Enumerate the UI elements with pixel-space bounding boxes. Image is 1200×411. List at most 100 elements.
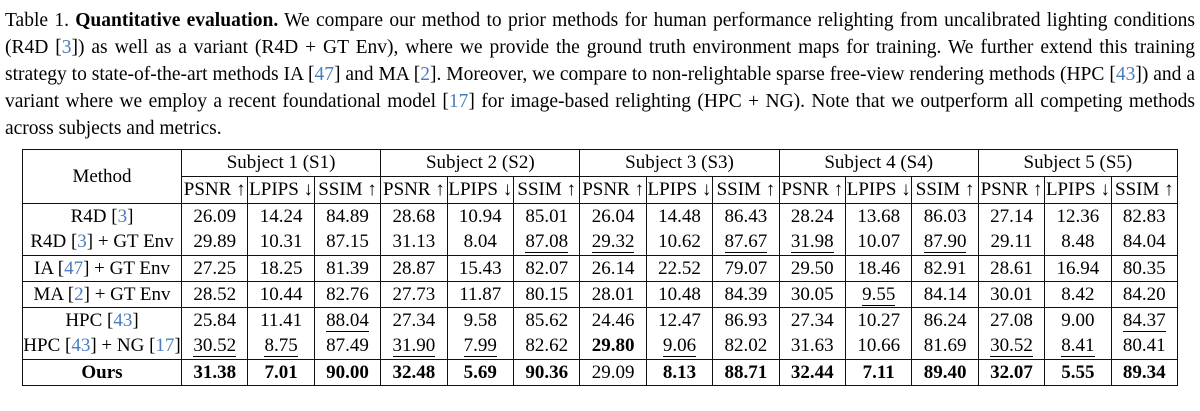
- method-label: ]: [127, 205, 134, 227]
- value-cell: 32.44: [778, 359, 847, 386]
- table-row: R4D [3] 26.09 14.24 84.89 28.68 10.94 85.01 26.…: [22, 203, 1179, 230]
- metric-value: 9.55: [862, 283, 896, 306]
- citation-link[interactable]: 17: [448, 91, 469, 112]
- metric-value: 81.69: [923, 335, 967, 357]
- method-label: Ours: [81, 361, 123, 383]
- citation-link[interactable]: 17: [155, 335, 175, 357]
- value-cell: 18.25: [247, 255, 315, 282]
- value-cell: 7.11: [844, 359, 913, 386]
- metric-value: 5.55: [1061, 361, 1095, 383]
- value-cell: 31.98: [778, 229, 847, 256]
- metric-value: 84.89: [326, 205, 369, 227]
- metric-value: 89.40: [923, 361, 967, 383]
- metric-header: LPIPS ↓: [247, 176, 315, 204]
- method-label: HPC [: [65, 309, 114, 331]
- value-cell: 89.34: [1110, 359, 1179, 386]
- value-cell: 10.66: [844, 333, 913, 360]
- method-label: IA [: [34, 257, 65, 279]
- value-cell: 27.34: [778, 307, 847, 334]
- metric-value: 31.63: [790, 335, 834, 357]
- value-cell: 80.41: [1110, 333, 1179, 360]
- metric-value: 32.44: [790, 361, 834, 383]
- value-cell: 7.99: [446, 333, 514, 360]
- table-row: MA [2] + GT Env 28.52 10.44 82.76 27.73 11.87…: [22, 281, 1179, 308]
- value-cell: 80.35: [1110, 255, 1179, 282]
- citation-link[interactable]: 47: [64, 257, 84, 279]
- metric-value: 7.99: [463, 335, 497, 358]
- metric-value: 8.48: [1061, 231, 1095, 253]
- value-cell: 10.07: [844, 229, 913, 256]
- metric-header: SSIM ↑: [512, 176, 581, 204]
- value-cell: 82.91: [911, 255, 979, 282]
- metric-value: 29.11: [990, 231, 1033, 253]
- citation-link[interactable]: 47: [314, 64, 334, 85]
- metric-header: PSNR ↑: [180, 176, 249, 204]
- method-label: ] + GT Env: [83, 257, 170, 279]
- metric-value: 31.90: [392, 335, 436, 358]
- metric-value: 29.09: [591, 361, 635, 383]
- metric-header: SSIM ↑: [1110, 176, 1179, 204]
- method-label: R4D [: [30, 231, 78, 253]
- value-cell: 87.49: [313, 333, 382, 360]
- metric-value: 10.62: [658, 231, 701, 253]
- metric-value: 9.58: [463, 309, 497, 331]
- metric-value: 84.39: [724, 283, 768, 305]
- metric-value: 32.07: [990, 361, 1033, 383]
- value-cell: 27.25: [180, 255, 249, 282]
- table-row: IA [47] + GT Env 27.25 18.25 81.39 28.87 15.4…: [22, 255, 1179, 282]
- value-cell: 15.43: [446, 255, 514, 282]
- value-cell: 8.75: [247, 333, 315, 360]
- metric-value: 10.27: [857, 309, 901, 331]
- citation-link[interactable]: 3: [117, 205, 128, 227]
- metric-value: 8.13: [662, 361, 697, 383]
- value-cell: 31.13: [380, 229, 448, 256]
- metric-value: 27.34: [392, 309, 436, 331]
- value-cell: 29.89: [180, 229, 249, 256]
- metric-value: 26.09: [193, 205, 237, 227]
- value-cell: 82.83: [1110, 203, 1179, 230]
- value-cell: 82.07: [512, 255, 581, 282]
- value-cell: 8.13: [645, 359, 714, 386]
- value-cell: 32.48: [380, 359, 448, 386]
- citation-link[interactable]: 3: [77, 231, 87, 253]
- method-column-header: Method: [22, 149, 182, 204]
- citation-link[interactable]: 2: [420, 64, 430, 85]
- value-cell: 9.55: [844, 281, 913, 308]
- value-cell: 22.52: [645, 255, 714, 282]
- metric-value: 9.00: [1061, 309, 1095, 331]
- metric-value: 10.94: [458, 205, 502, 227]
- metric-value: 27.14: [990, 205, 1033, 227]
- caption-text: Quantitative evaluation.: [75, 10, 279, 31]
- metric-value: 27.08: [990, 309, 1033, 331]
- method-label: R4D [: [70, 205, 118, 227]
- method-label: MA [: [33, 283, 75, 305]
- value-cell: 10.48: [645, 281, 714, 308]
- metric-value: 80.15: [525, 283, 569, 305]
- value-cell: 88.71: [712, 359, 780, 386]
- metric-value: 27.73: [392, 283, 436, 305]
- citation-link[interactable]: 43: [1115, 64, 1136, 85]
- method-cell: Ours: [22, 359, 182, 386]
- metric-value: 10.48: [658, 283, 701, 305]
- value-cell: 87.08: [512, 229, 581, 256]
- value-cell: 24.46: [579, 307, 647, 334]
- citation-link[interactable]: 2: [74, 283, 84, 305]
- metric-value: 8.04: [463, 231, 497, 253]
- metric-value: 79.07: [724, 257, 768, 279]
- value-cell: 30.52: [977, 333, 1046, 360]
- metric-value: 15.43: [458, 257, 502, 279]
- metric-value: 27.34: [790, 309, 834, 331]
- citation-link[interactable]: 43: [71, 335, 91, 357]
- metric-value: 28.68: [392, 205, 436, 227]
- metric-value: 89.34: [1122, 361, 1166, 383]
- caption-text: We compare our method to prior methods f…: [5, 10, 1195, 58]
- value-cell: 84.89: [313, 203, 382, 230]
- value-cell: 82.62: [512, 333, 581, 360]
- value-cell: 79.07: [712, 255, 780, 282]
- value-cell: 28.01: [579, 281, 647, 308]
- citation-link[interactable]: 3: [61, 37, 72, 58]
- citation-link[interactable]: 43: [113, 309, 133, 331]
- metric-value: 8.42: [1061, 283, 1095, 305]
- value-cell: 10.62: [645, 229, 714, 256]
- value-cell: 84.14: [911, 281, 979, 308]
